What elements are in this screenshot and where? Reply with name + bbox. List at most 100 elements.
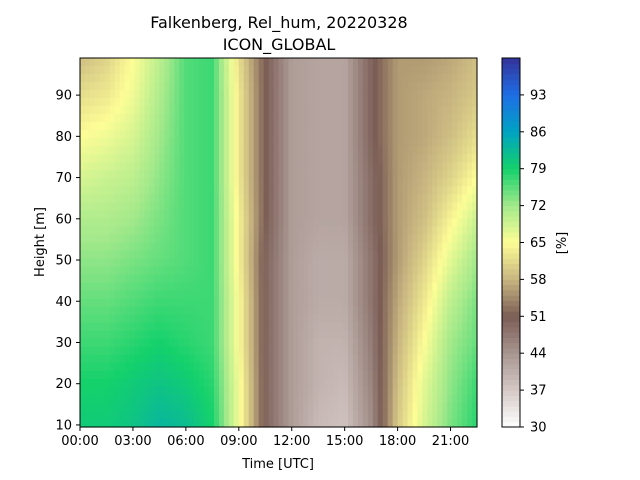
heatmap-cell	[328, 66, 334, 75]
heatmap-cell	[263, 346, 270, 356]
heatmap-cell	[204, 170, 210, 179]
heatmap-cell	[273, 338, 280, 348]
heatmap-cell	[442, 346, 448, 356]
heatmap-cell	[144, 106, 151, 115]
heatmap-cell	[367, 402, 374, 412]
heatmap-cell	[114, 298, 121, 308]
heatmap-cell	[347, 394, 354, 404]
heatmap-cell	[352, 266, 359, 276]
heatmap-cell	[213, 162, 220, 171]
heatmap-cell	[94, 202, 101, 212]
heatmap-cell	[273, 170, 280, 179]
heatmap-cell	[273, 258, 280, 268]
heatmap-cell	[402, 338, 409, 348]
heatmap-cell	[174, 346, 180, 356]
heatmap-cell	[174, 394, 180, 404]
heatmap-cell	[213, 354, 220, 364]
heatmap-cell	[343, 194, 349, 203]
heatmap-cell	[233, 162, 240, 171]
heatmap-cell	[204, 306, 210, 316]
heatmap-cell	[278, 98, 285, 107]
heatmap-cell	[174, 146, 180, 155]
heatmap-cell	[367, 322, 374, 332]
heatmap-cell	[377, 322, 384, 332]
heatmap-cell	[422, 58, 428, 67]
heatmap-cell	[268, 338, 275, 348]
heatmap-cell	[288, 178, 294, 187]
heatmap-cell	[80, 106, 86, 115]
heatmap-cell	[392, 82, 399, 91]
heatmap-cell	[119, 186, 126, 195]
heatmap-cell	[243, 298, 250, 308]
heatmap-cell	[273, 146, 280, 155]
heatmap-cell	[338, 338, 344, 348]
heatmap-cell	[442, 258, 448, 268]
heatmap-cell	[288, 194, 294, 203]
heatmap-cell	[278, 202, 285, 212]
heatmap-cell	[80, 186, 86, 195]
heatmap-cell	[452, 418, 458, 428]
heatmap-cell	[362, 194, 369, 203]
heatmap-cell	[263, 378, 270, 388]
heatmap-cell	[288, 298, 294, 308]
heatmap-cell	[387, 146, 394, 155]
heatmap-cell	[144, 138, 151, 147]
heatmap-cell	[412, 314, 419, 324]
heatmap-cell	[134, 130, 141, 139]
heatmap-cell	[362, 418, 369, 428]
heatmap-cell	[452, 354, 458, 364]
heatmap-cell	[258, 370, 265, 380]
heatmap-cell	[94, 74, 101, 83]
heatmap-cell	[283, 330, 290, 340]
heatmap-cell	[263, 194, 270, 203]
heatmap-cell	[89, 370, 96, 380]
heatmap-cell	[452, 234, 458, 244]
heatmap-cell	[362, 178, 369, 187]
heatmap-cell	[387, 298, 394, 308]
heatmap-cell	[159, 130, 165, 139]
heatmap-cell	[422, 170, 428, 179]
heatmap-cell	[432, 178, 438, 187]
heatmap-cell	[99, 282, 106, 292]
heatmap-cell	[119, 202, 126, 212]
heatmap-cell	[124, 362, 131, 372]
heatmap-cell	[417, 218, 424, 228]
heatmap-cell	[159, 266, 165, 276]
heatmap-cell	[447, 226, 453, 236]
heatmap-cell	[233, 378, 240, 388]
heatmap-cell	[283, 90, 290, 99]
heatmap-cell	[213, 258, 220, 268]
heatmap-cell	[129, 338, 136, 348]
heatmap-cell	[144, 66, 151, 75]
heatmap-cell	[114, 66, 121, 75]
heatmap-cell	[352, 74, 359, 83]
heatmap-cell	[129, 98, 136, 107]
heatmap-cell	[397, 322, 404, 332]
heatmap-cell	[303, 354, 309, 364]
heatmap-cell	[204, 114, 210, 123]
heatmap-cell	[288, 282, 294, 292]
heatmap-cell	[412, 346, 419, 356]
heatmap-cell	[199, 122, 205, 131]
heatmap-cell	[457, 354, 463, 364]
heatmap-cell	[209, 410, 215, 420]
heatmap-cell	[174, 306, 180, 316]
heatmap-cell	[457, 122, 463, 131]
heatmap-cell	[109, 322, 116, 332]
heatmap-cell	[357, 410, 364, 420]
heatmap-cell	[263, 202, 270, 212]
heatmap-cell	[99, 82, 106, 91]
heatmap-cell	[437, 202, 443, 212]
heatmap-cell	[184, 218, 190, 228]
heatmap-cell	[223, 242, 230, 252]
heatmap-cell	[382, 330, 389, 340]
heatmap-cell	[417, 322, 424, 332]
heatmap-cell	[184, 410, 190, 420]
heatmap-cell	[283, 74, 290, 83]
heatmap-cell	[392, 338, 399, 348]
heatmap-cell	[313, 210, 319, 220]
heatmap-cell	[184, 386, 190, 396]
heatmap-cell	[397, 354, 404, 364]
heatmap-cell	[298, 162, 304, 171]
heatmap-cell	[164, 74, 170, 83]
